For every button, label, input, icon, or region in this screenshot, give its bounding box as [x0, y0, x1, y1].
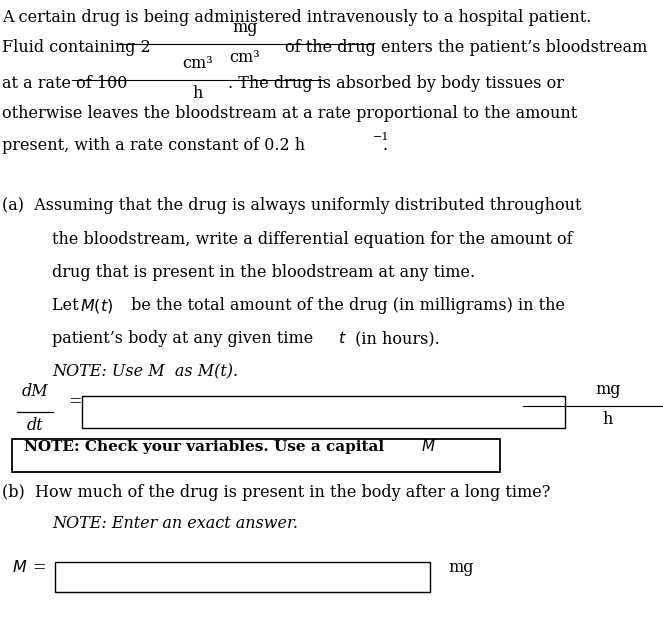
Text: dM: dM: [22, 383, 48, 400]
Bar: [12, 438, 500, 471]
Text: NOTE: Check your variables. Use a capital: NOTE: Check your variables. Use a capita…: [24, 440, 389, 454]
Text: h: h: [193, 85, 203, 102]
Text: drug that is present in the bloodstream at any time.: drug that is present in the bloodstream …: [52, 264, 475, 281]
Text: dt: dt: [27, 417, 43, 434]
Text: . The drug is absorbed by body tissues or: . The drug is absorbed by body tissues o…: [228, 75, 564, 92]
Text: =: =: [68, 393, 82, 410]
Text: cm³: cm³: [229, 49, 261, 66]
Text: (b)  How much of the drug is present in the body after a long time?: (b) How much of the drug is present in t…: [2, 484, 550, 501]
Text: $M$: $M$: [12, 559, 27, 576]
Text: patient’s body at any given time: patient’s body at any given time: [52, 330, 318, 347]
Bar: [82, 396, 565, 428]
Text: A certain drug is being administered intravenously to a hospital patient.: A certain drug is being administered int…: [2, 9, 591, 26]
Text: be the total amount of the drug (in milligrams) in the: be the total amount of the drug (in mill…: [127, 297, 566, 314]
Text: mg: mg: [448, 559, 473, 576]
Text: mg: mg: [595, 381, 621, 398]
Text: .: .: [382, 137, 387, 154]
Text: Fluid containing 2: Fluid containing 2: [2, 39, 151, 56]
Text: $M(t)$: $M(t)$: [80, 297, 114, 314]
Text: (in hours).: (in hours).: [349, 330, 440, 347]
Text: $M$: $M$: [421, 438, 436, 454]
Text: otherwise leaves the bloodstream at a rate proportional to the amount: otherwise leaves the bloodstream at a ra…: [2, 105, 577, 122]
Text: $t$: $t$: [338, 330, 347, 347]
Text: the bloodstream, write a differential equation for the amount of: the bloodstream, write a differential eq…: [52, 231, 573, 248]
Text: at a rate of 100: at a rate of 100: [2, 75, 127, 92]
Text: NOTE: Use M  as M(t).: NOTE: Use M as M(t).: [52, 363, 238, 380]
Text: =: =: [32, 559, 46, 576]
Text: Let: Let: [52, 297, 84, 314]
Bar: [55, 562, 430, 592]
Text: cm³: cm³: [182, 55, 213, 72]
Text: of the drug enters the patient’s bloodstream: of the drug enters the patient’s bloodst…: [285, 39, 647, 56]
Text: −1: −1: [373, 132, 389, 142]
Text: (a)  Assuming that the drug is always uniformly distributed throughout: (a) Assuming that the drug is always uni…: [2, 197, 581, 214]
Text: present, with a rate constant of 0.2 h: present, with a rate constant of 0.2 h: [2, 137, 305, 154]
Text: h: h: [603, 411, 613, 428]
Text: NOTE: Enter an exact answer.: NOTE: Enter an exact answer.: [52, 515, 298, 532]
Text: mg: mg: [232, 19, 258, 36]
